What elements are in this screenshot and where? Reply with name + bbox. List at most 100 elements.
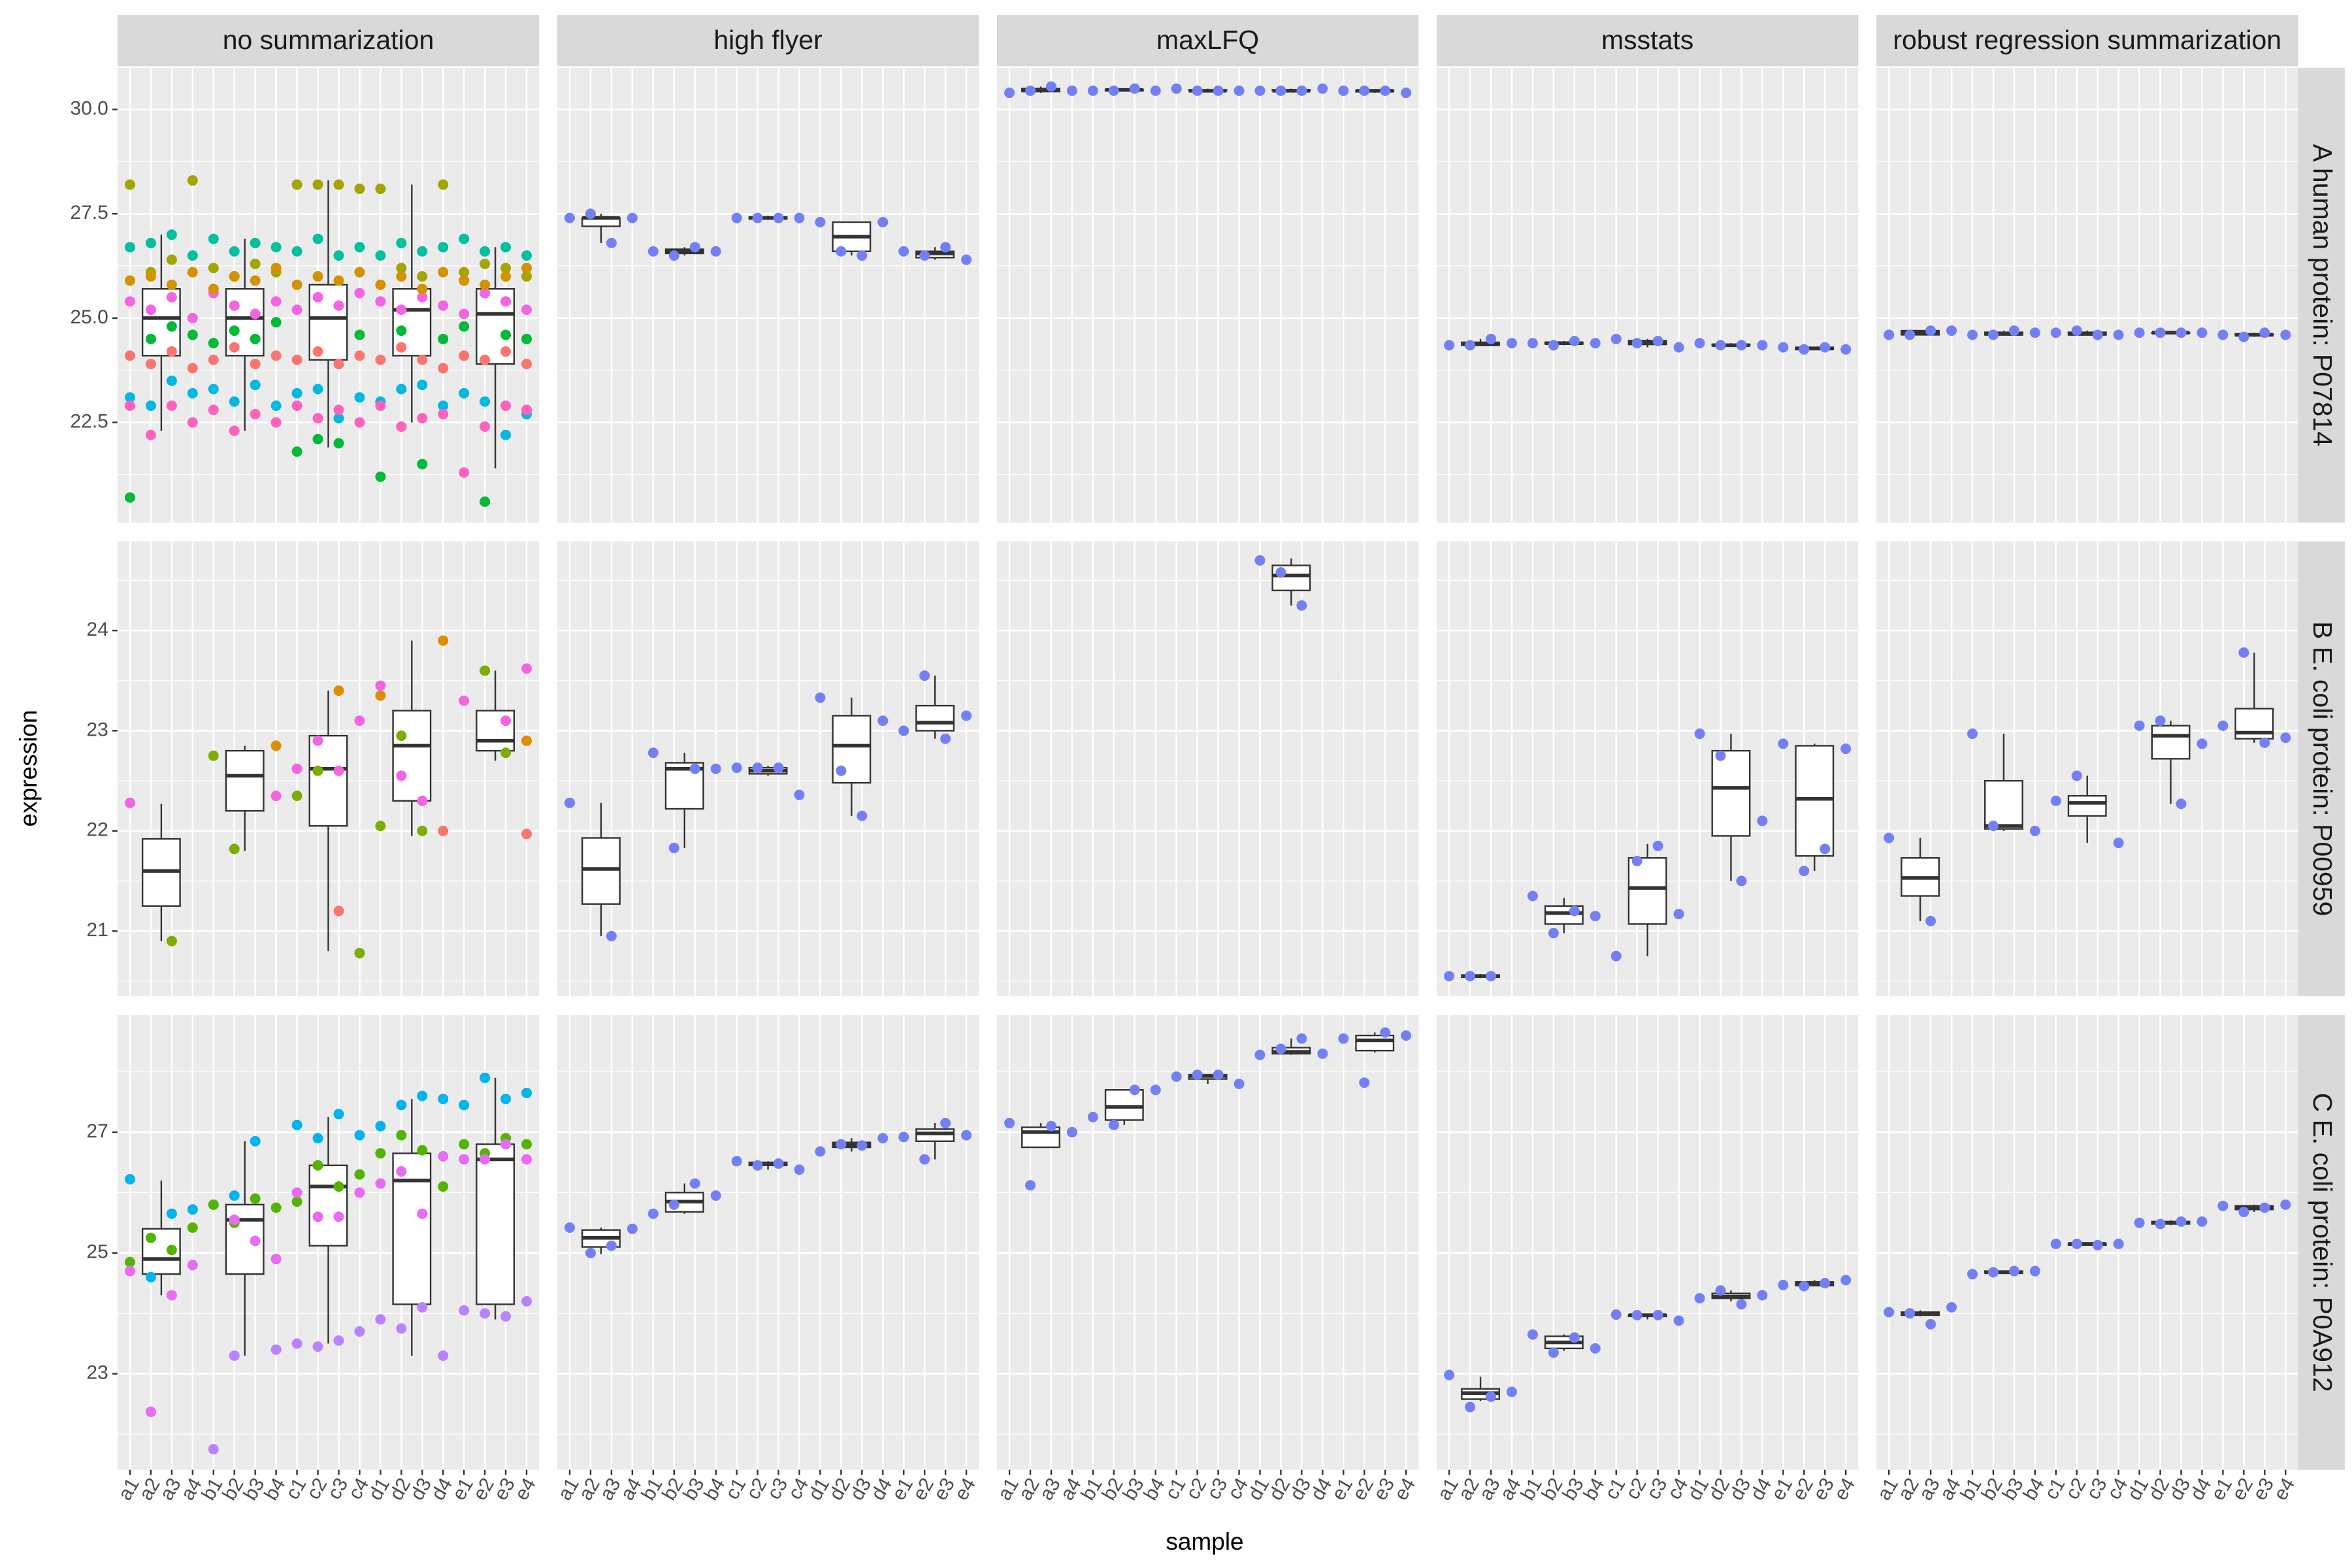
point bbox=[2259, 737, 2270, 748]
point bbox=[354, 350, 365, 361]
point bbox=[1631, 1310, 1642, 1321]
point bbox=[2217, 1200, 2229, 1211]
point bbox=[1631, 855, 1642, 866]
point bbox=[1338, 85, 1349, 96]
point bbox=[354, 1169, 365, 1180]
point bbox=[2280, 732, 2291, 743]
point bbox=[417, 246, 428, 257]
point bbox=[333, 1109, 344, 1120]
point bbox=[1213, 1070, 1224, 1081]
point bbox=[438, 242, 449, 253]
point bbox=[1736, 340, 1747, 351]
point bbox=[521, 250, 532, 261]
y-tick-label: 23 bbox=[86, 719, 108, 740]
point bbox=[166, 291, 177, 302]
point bbox=[1652, 1310, 1663, 1321]
point bbox=[312, 271, 323, 282]
point bbox=[1673, 909, 1684, 920]
point bbox=[354, 1130, 365, 1141]
point bbox=[396, 770, 407, 781]
point bbox=[1569, 906, 1580, 917]
point bbox=[124, 797, 135, 808]
point bbox=[1066, 1126, 1077, 1137]
column-strip-label: robust regression summarization bbox=[1893, 25, 2281, 55]
point bbox=[2176, 327, 2187, 338]
point bbox=[773, 762, 784, 774]
column-strip bbox=[996, 15, 1419, 67]
point bbox=[961, 1130, 972, 1141]
point bbox=[145, 237, 156, 248]
column-strip-label: msstats bbox=[1601, 25, 1693, 55]
point bbox=[689, 1178, 700, 1189]
point bbox=[2217, 329, 2229, 340]
point bbox=[459, 1305, 470, 1316]
point bbox=[438, 1181, 449, 1192]
point bbox=[2029, 825, 2040, 836]
point bbox=[187, 363, 198, 374]
point bbox=[606, 237, 617, 248]
point bbox=[564, 797, 576, 808]
point bbox=[166, 346, 177, 357]
point bbox=[1987, 1267, 1999, 1278]
point bbox=[1820, 843, 1831, 855]
point bbox=[521, 271, 532, 282]
point bbox=[417, 354, 428, 365]
point bbox=[166, 254, 177, 265]
point bbox=[2134, 1217, 2145, 1228]
point bbox=[1025, 85, 1036, 96]
point bbox=[270, 400, 282, 412]
point bbox=[1087, 1111, 1098, 1122]
point bbox=[459, 233, 470, 244]
point bbox=[375, 400, 386, 412]
box bbox=[308, 734, 348, 827]
point bbox=[500, 271, 512, 282]
point bbox=[1045, 1120, 1056, 1132]
point bbox=[877, 217, 889, 228]
point bbox=[459, 695, 470, 706]
point bbox=[333, 685, 344, 696]
point bbox=[270, 1254, 282, 1265]
point bbox=[124, 392, 135, 403]
point bbox=[1694, 728, 1705, 740]
point bbox=[208, 750, 219, 761]
point bbox=[208, 263, 219, 274]
point bbox=[208, 1444, 219, 1455]
panel-background bbox=[1876, 541, 2298, 996]
point bbox=[229, 1350, 240, 1361]
y-tick-label: 24 bbox=[86, 619, 108, 640]
point bbox=[166, 279, 177, 290]
point bbox=[333, 179, 344, 190]
point bbox=[1548, 340, 1559, 351]
point bbox=[375, 183, 386, 194]
point bbox=[396, 1100, 407, 1111]
point bbox=[1380, 85, 1391, 96]
point bbox=[1652, 336, 1663, 347]
point bbox=[1987, 821, 1999, 832]
point bbox=[438, 1094, 449, 1105]
point bbox=[480, 287, 491, 299]
point bbox=[438, 267, 449, 278]
point bbox=[375, 296, 386, 307]
point bbox=[1799, 866, 1810, 877]
point bbox=[689, 242, 700, 253]
point bbox=[836, 1139, 847, 1150]
point bbox=[459, 308, 470, 319]
point bbox=[500, 747, 512, 759]
point bbox=[417, 271, 428, 282]
point bbox=[208, 354, 219, 365]
point bbox=[1778, 738, 1789, 749]
point bbox=[312, 179, 323, 190]
point bbox=[2092, 1239, 2103, 1250]
point bbox=[2134, 720, 2145, 731]
point bbox=[333, 765, 344, 776]
point bbox=[1254, 85, 1266, 96]
point bbox=[2155, 715, 2166, 727]
point bbox=[1317, 83, 1328, 94]
point bbox=[480, 258, 491, 269]
row-strip-label: B E. coli protein: P00959 bbox=[2308, 621, 2338, 916]
point bbox=[1025, 1180, 1036, 1191]
point bbox=[312, 233, 323, 244]
point bbox=[291, 1119, 302, 1130]
point bbox=[1150, 1085, 1161, 1096]
point bbox=[229, 1214, 240, 1225]
